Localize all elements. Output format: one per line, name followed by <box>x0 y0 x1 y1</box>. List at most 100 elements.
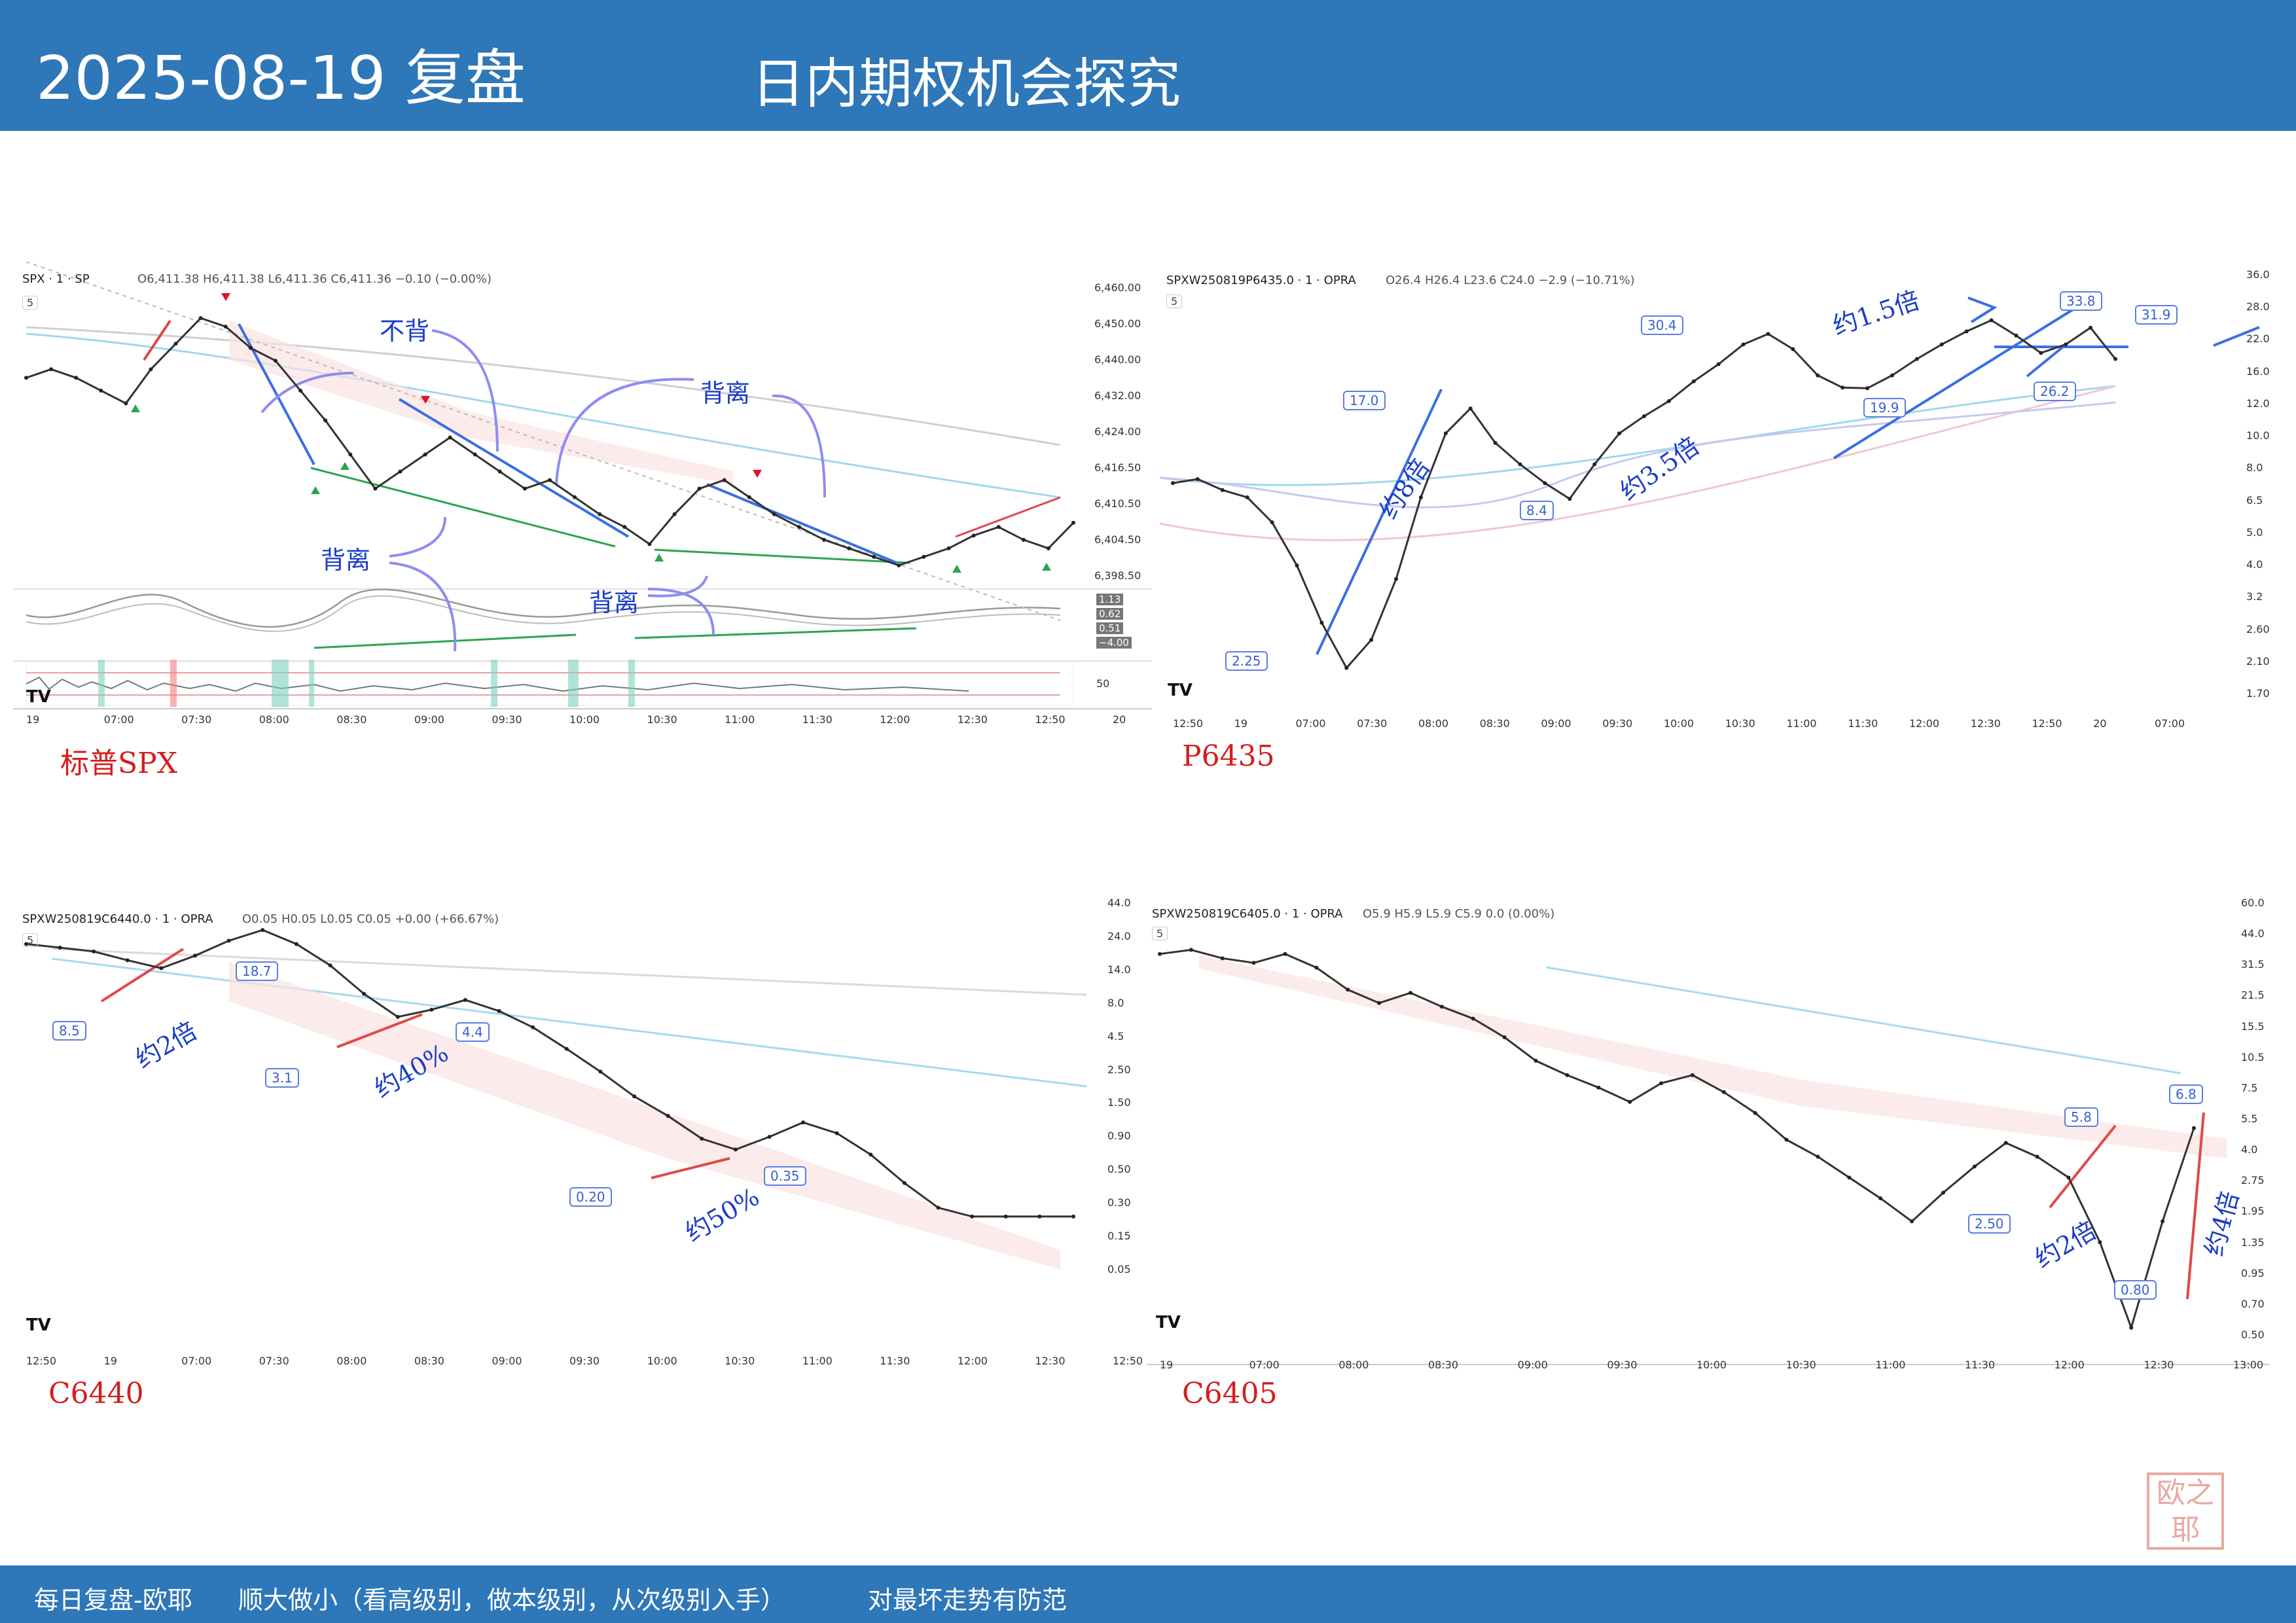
y-tick-label: 2.10 <box>2246 654 2270 668</box>
x-tick-label: 07:00 <box>1249 1359 1280 1371</box>
tradingview-logo-icon: TV <box>26 1315 51 1335</box>
price-point <box>2066 1175 2071 1180</box>
x-tick-label: 19 <box>1160 1359 1174 1371</box>
y-tick-label: 44.0 <box>1107 897 1131 909</box>
price-point <box>902 1181 906 1185</box>
page-title: 2025-08-19 复盘 <box>36 43 526 113</box>
c6440-symbol: SPXW250819C6440.0 · 1 · OPRA <box>22 912 213 926</box>
price-point <box>2129 1325 2134 1330</box>
chart-c6405-svg <box>1147 948 2270 1365</box>
price-series-line <box>1159 948 2195 1331</box>
price-point <box>847 546 852 550</box>
x-tick-label: 19 <box>1234 717 1248 730</box>
x-tick-label: 10:30 <box>1785 1359 1816 1371</box>
x-tick-label: 10:00 <box>569 713 600 726</box>
y-tick-label: 4.0 <box>2246 558 2263 571</box>
price-callout: 4.4 <box>456 1022 490 1042</box>
price-point <box>869 1152 873 1157</box>
x-tick-label: 13:00 <box>2233 1359 2264 1371</box>
y-tick-label: 1.35 <box>2241 1236 2265 1249</box>
price-point <box>1910 1219 1914 1224</box>
x-tick-label: 12:00 <box>1909 717 1940 730</box>
y-tick-label: 10.5 <box>2241 1050 2265 1063</box>
panel-label-spx: 标普SPX <box>60 747 178 780</box>
price-point <box>822 537 827 542</box>
x-tick-label: 20 <box>2093 717 2107 730</box>
x-tick-label: 11:30 <box>802 713 833 726</box>
x-tick-label: 08:30 <box>1479 717 1510 730</box>
price-callout: 17.0 <box>1343 391 1386 410</box>
price-point <box>747 495 751 499</box>
price-point <box>1158 952 1162 956</box>
price-point <box>1543 481 1547 486</box>
price-point <box>328 963 332 968</box>
price-point <box>622 525 627 529</box>
price-point <box>1283 952 1287 956</box>
price-callout: 19.9 <box>1863 398 1906 418</box>
price-point <box>1972 1164 1977 1169</box>
c6405-interval[interactable]: 5 <box>1152 927 1168 940</box>
chart-panel-spx: SPX · 1 · SP O6,411.38 H6,411.38 L6,411.… <box>13 262 1152 780</box>
x-tick-label: 11:30 <box>1848 717 1878 730</box>
c6440-interval[interactable]: 5 <box>22 933 39 947</box>
price-point <box>2039 351 2043 355</box>
p6435-symbol: SPXW250819P6435.0 · 1 · OPRA <box>1166 274 1356 287</box>
x-tick-label: 11:30 <box>1965 1359 1996 1371</box>
y-tick-label: 12.0 <box>2246 397 2270 410</box>
y-tick-label: 4.0 <box>2241 1143 2258 1156</box>
price-point <box>1394 577 1399 581</box>
price-point <box>294 942 298 946</box>
y-tick-label: 10.0 <box>2246 429 2270 442</box>
price-point <box>1989 318 1994 323</box>
price-point <box>1319 620 1324 625</box>
price-point <box>149 367 153 372</box>
y-tick-label: 0.15 <box>1107 1230 1131 1243</box>
price-point <box>1816 373 1820 378</box>
x-tick-label: 10:00 <box>1696 1359 1727 1371</box>
price-point <box>548 478 552 482</box>
y-tick-label: 0.90 <box>1107 1130 1131 1143</box>
price-point <box>564 1046 569 1051</box>
x-tick-label: 19 <box>103 1355 117 1367</box>
osc-tick-label: 1.13 <box>1096 594 1124 605</box>
x-tick-label: 09:30 <box>1602 717 1633 730</box>
price-point <box>1690 1073 1695 1077</box>
c6405-symbol: SPXW250819C6405.0 · 1 · OPRA <box>1152 907 1343 921</box>
seal-text: 欧之耶 <box>2157 1476 2214 1546</box>
price-point <box>2064 342 2068 347</box>
p6435-ohlc: O26.4 H26.4 L23.6 C24.0 −2.9 (−10.71%) <box>1386 274 1635 287</box>
price-point <box>1245 495 1249 500</box>
price-point <box>273 359 278 363</box>
panel-label-c6440: C6440 <box>48 1377 144 1410</box>
price-point <box>1568 497 1572 501</box>
c6440-ohlc: O0.05 H0.05 L0.05 C0.05 +0.00 (+66.67%) <box>242 912 499 926</box>
price-point <box>2192 1126 2196 1130</box>
price-point <box>598 512 602 516</box>
y-tick-label: 6,460.00 <box>1094 281 1141 294</box>
annotation-text: 背离 <box>700 379 751 408</box>
price-point <box>697 486 702 491</box>
x-tick-label: 09:00 <box>1541 717 1571 730</box>
price-point <box>2089 325 2093 330</box>
y-tick-label: 0.30 <box>1107 1196 1131 1209</box>
price-point <box>248 346 253 350</box>
x-tick-label: 12:00 <box>880 713 910 726</box>
tradingview-logo-icon: TV <box>1156 1313 1181 1332</box>
price-point <box>1439 1005 1444 1009</box>
price-point <box>497 469 502 474</box>
p6435-interval[interactable]: 5 <box>1166 294 1183 308</box>
y-tick-label: 6,424.00 <box>1094 425 1141 438</box>
price-point <box>1493 440 1498 445</box>
spx-interval[interactable]: 5 <box>22 296 39 310</box>
y-tick-label: 0.70 <box>2241 1297 2265 1310</box>
price-point <box>323 418 328 423</box>
price-point <box>2003 1141 2008 1145</box>
page-subtitle: 日内期权机会探究 <box>751 53 1181 115</box>
osc-tick-label: 0.62 <box>1096 608 1124 620</box>
price-point <box>936 1205 941 1210</box>
y-tick-label: 0.50 <box>2241 1329 2265 1341</box>
x-tick-label: 07:00 <box>181 1355 212 1367</box>
price-point <box>1716 362 1721 366</box>
price-callout: 30.4 <box>1641 315 1683 335</box>
x-tick-label: 12:30 <box>957 713 988 726</box>
